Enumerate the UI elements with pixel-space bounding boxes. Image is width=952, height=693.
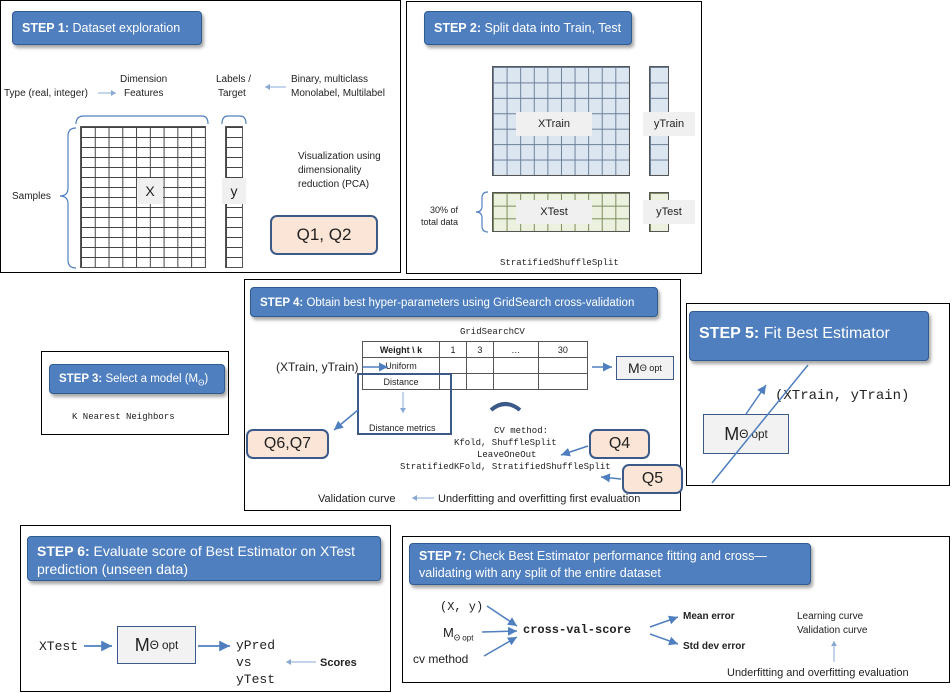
step2-header: STEP 2: Split data into Train, Test [424, 11, 632, 45]
model-label: K Nearest Neighbors [72, 412, 175, 422]
type-label: Type (real, integer) [4, 88, 88, 99]
step4-input-label: (XTrain, yTrain) [276, 360, 359, 374]
cv-method-input-label: cv method [413, 652, 469, 666]
step5-header: STEP 5: Fit Best Estimator [689, 311, 929, 361]
learning-curve-label: Learning curve [797, 611, 864, 622]
question-q1-q2: Q1, Q2 [270, 215, 378, 255]
step7-model-label: MΘ opt [443, 625, 474, 643]
xtest-label: XTest [516, 200, 592, 224]
viz-line2: dimensionality [298, 165, 362, 176]
dimension-label: Dimension [120, 74, 168, 85]
labels-label: Labels / [216, 74, 252, 85]
step4-panel [244, 279, 681, 511]
question-q6-q7: Q6,Q7 [246, 429, 329, 459]
viz-line1: Visualization using [298, 151, 381, 162]
target-label: Target [218, 88, 246, 99]
ytest-label: yTest [643, 200, 695, 224]
validation-curve-label-step7: Validation curve [797, 625, 868, 636]
scores-label: Scores [320, 657, 357, 669]
std-error-label: Std dev error [683, 641, 746, 652]
table-header-k3: 3 [465, 341, 494, 358]
mean-error-label: Mean error [683, 611, 735, 622]
step7-header: STEP 7: Check Best Estimator performance… [409, 543, 811, 585]
vs-label: vs [236, 655, 252, 670]
ytrain-label: yTrain [643, 112, 695, 136]
splitter-label: StratifiedShuffleSplit [500, 258, 619, 268]
question-q5: Q5 [622, 464, 683, 494]
xtrain-grid [492, 66, 630, 176]
samples-label: Samples [12, 191, 51, 202]
monolabel-label: Monolabel, Multilabel [291, 88, 385, 99]
step6-xtest-label: XTest [39, 639, 79, 654]
question-q4: Q4 [589, 429, 650, 459]
pct-line2: total data [421, 217, 459, 227]
table-header-ellipsis: … [492, 341, 539, 358]
gridsearch-label: GridSearchCV [460, 327, 525, 337]
ytest-label: yTest [236, 672, 276, 687]
step4-header: STEP 4: Obtain best hyper-parameters usi… [250, 287, 658, 317]
validation-curve-label: Validation curve [318, 493, 396, 505]
viz-line3: reduction (PCA) [298, 179, 370, 190]
xtrain-label: XTrain [516, 112, 592, 136]
step6-header: STEP 6: Evaluate score of Best Estimator… [27, 536, 381, 581]
pct-line1: 30% of [430, 205, 459, 215]
step5-input-label: (XTrain, yTrain) [775, 388, 910, 404]
table-header-k1: 1 [439, 341, 467, 358]
distance-highlight-box [357, 373, 452, 435]
distance-metrics-label: Distance metrics [369, 423, 436, 433]
cross-val-score-label: cross-val-score [523, 623, 632, 637]
y-vector-label: y [222, 178, 246, 204]
features-label: Features [124, 88, 164, 99]
evaluation-label: Underfitting and overfitting evaluation [727, 667, 909, 679]
cv-line1: Kfold, ShuffleSplit [454, 438, 557, 448]
underfit-first-label: Underfitting and overfitting first evalu… [438, 493, 641, 505]
cv-method-label: CV method: [494, 426, 549, 436]
table-header-weight: Weight \ k [362, 341, 440, 358]
xy-label: (X, y) [440, 600, 484, 614]
binary-label: Binary, multiclass [291, 74, 369, 85]
step3-header: STEP 3: Select a model (MΘ) [49, 364, 225, 394]
step1-header: STEP 1: Dataset exploration [12, 11, 202, 45]
cv-line2: LeaveOneOut [477, 450, 537, 460]
table-header-k30: 30 [537, 341, 589, 358]
x-matrix-label: X [137, 178, 163, 204]
ypred-label: yPred [236, 638, 276, 653]
cv-line3: StratifiedKFold, StratifiedShuffleSplit [400, 462, 611, 472]
table-row-uniform: Uniform [362, 357, 440, 374]
